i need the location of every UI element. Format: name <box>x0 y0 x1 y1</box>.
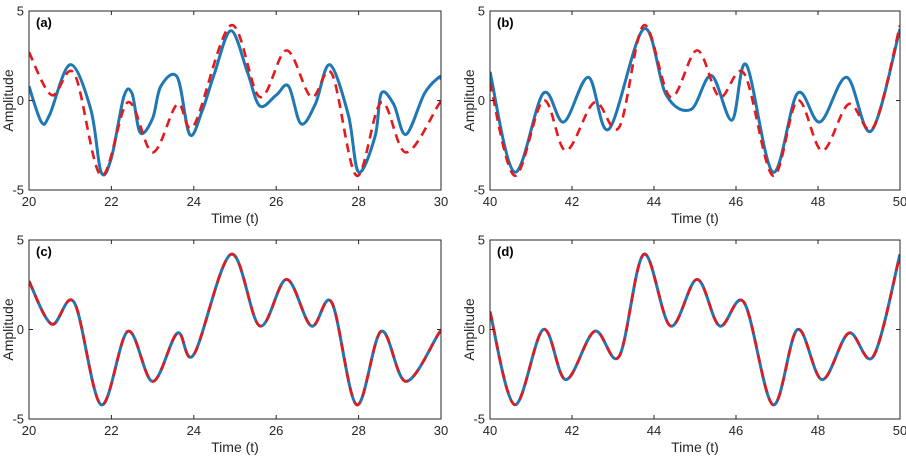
y-axis-label: Amplitude <box>0 69 16 131</box>
x-tick-label: 26 <box>269 194 283 209</box>
x-tick-label: 42 <box>565 194 579 209</box>
y-axis-label: Amplitude <box>0 298 16 360</box>
y-axis-label: Amplitude <box>461 298 477 360</box>
x-tick-label: 48 <box>811 194 825 209</box>
y-tick-label: 5 <box>478 4 485 19</box>
x-tick-label: 24 <box>187 423 201 438</box>
panel-label: (a) <box>36 15 52 30</box>
panel-label: (c) <box>36 244 52 259</box>
x-tick-label: 24 <box>187 194 201 209</box>
y-axis-label: Amplitude <box>461 69 477 131</box>
x-tick-label: 40 <box>483 194 497 209</box>
x-axis-label: Time (t) <box>671 439 719 455</box>
y-tick-label: 0 <box>478 93 485 108</box>
series-line-solid <box>29 252 441 407</box>
y-tick-label: -5 <box>12 412 24 427</box>
x-tick-label: 44 <box>647 423 661 438</box>
x-tick-label: 44 <box>647 194 661 209</box>
x-tick-label: 28 <box>351 194 365 209</box>
y-tick-label: 0 <box>478 322 485 337</box>
series-line-dashed <box>29 253 441 406</box>
y-tick-label: 0 <box>17 93 24 108</box>
series-line-solid <box>490 27 900 174</box>
x-tick-label: 30 <box>434 423 448 438</box>
x-axis-label: Time (t) <box>211 439 259 455</box>
panel-d: 40 42 44 46 48 50 -5 0 5 Time (t) Amplitude (d) <box>461 233 906 456</box>
x-tick-label: 40 <box>483 423 497 438</box>
series-line-dashed <box>29 24 441 177</box>
x-tick-label: 26 <box>269 423 283 438</box>
x-tick-label: 30 <box>434 194 448 209</box>
y-tick-label: 5 <box>17 4 24 19</box>
series-line-solid <box>490 252 900 407</box>
x-axis-label: Time (t) <box>211 210 259 226</box>
y-tick-label: -5 <box>473 183 485 198</box>
x-tick-label: 46 <box>729 194 743 209</box>
series-line-dashed <box>490 253 900 406</box>
y-tick-label: 5 <box>17 233 24 248</box>
x-axis-label: Time (t) <box>671 210 719 226</box>
axes-box <box>28 239 442 420</box>
series-line-dashed <box>490 24 900 177</box>
x-tick-label: 20 <box>22 194 36 209</box>
x-tick-label: 50 <box>893 423 906 438</box>
panel-b: 40 42 44 46 48 50 -5 0 5 Time (t) Amplitude (b) <box>461 4 906 227</box>
x-tick-label: 20 <box>22 423 36 438</box>
x-tick-label: 22 <box>104 194 118 209</box>
x-tick-label: 28 <box>351 423 365 438</box>
panel-label: (d) <box>497 244 514 259</box>
panel-label: (b) <box>497 15 514 30</box>
x-tick-label: 22 <box>104 423 118 438</box>
y-tick-label: -5 <box>12 183 24 198</box>
panel-c: 20 22 24 26 28 30 -5 0 5 Time (t) Amplitude (c) <box>0 233 448 456</box>
x-tick-label: 42 <box>565 423 579 438</box>
x-tick-label: 48 <box>811 423 825 438</box>
y-tick-label: 5 <box>478 233 485 248</box>
axes-box <box>489 239 901 420</box>
y-tick-label: -5 <box>473 412 485 427</box>
x-tick-label: 46 <box>729 423 743 438</box>
panel-a: 20 22 24 26 28 30 -5 0 5 Time (t) Amplitude (a) <box>0 4 448 227</box>
x-tick-label: 50 <box>893 194 906 209</box>
y-tick-label: 0 <box>17 322 24 337</box>
